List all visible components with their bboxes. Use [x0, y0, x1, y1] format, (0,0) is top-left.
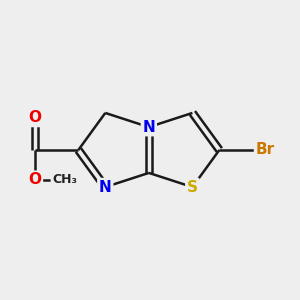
Text: N: N — [142, 120, 155, 135]
Text: Br: Br — [256, 142, 275, 158]
Text: CH₃: CH₃ — [52, 173, 77, 186]
Text: N: N — [99, 180, 112, 195]
Text: O: O — [28, 110, 41, 125]
Text: S: S — [187, 180, 198, 195]
Text: O: O — [28, 172, 41, 187]
